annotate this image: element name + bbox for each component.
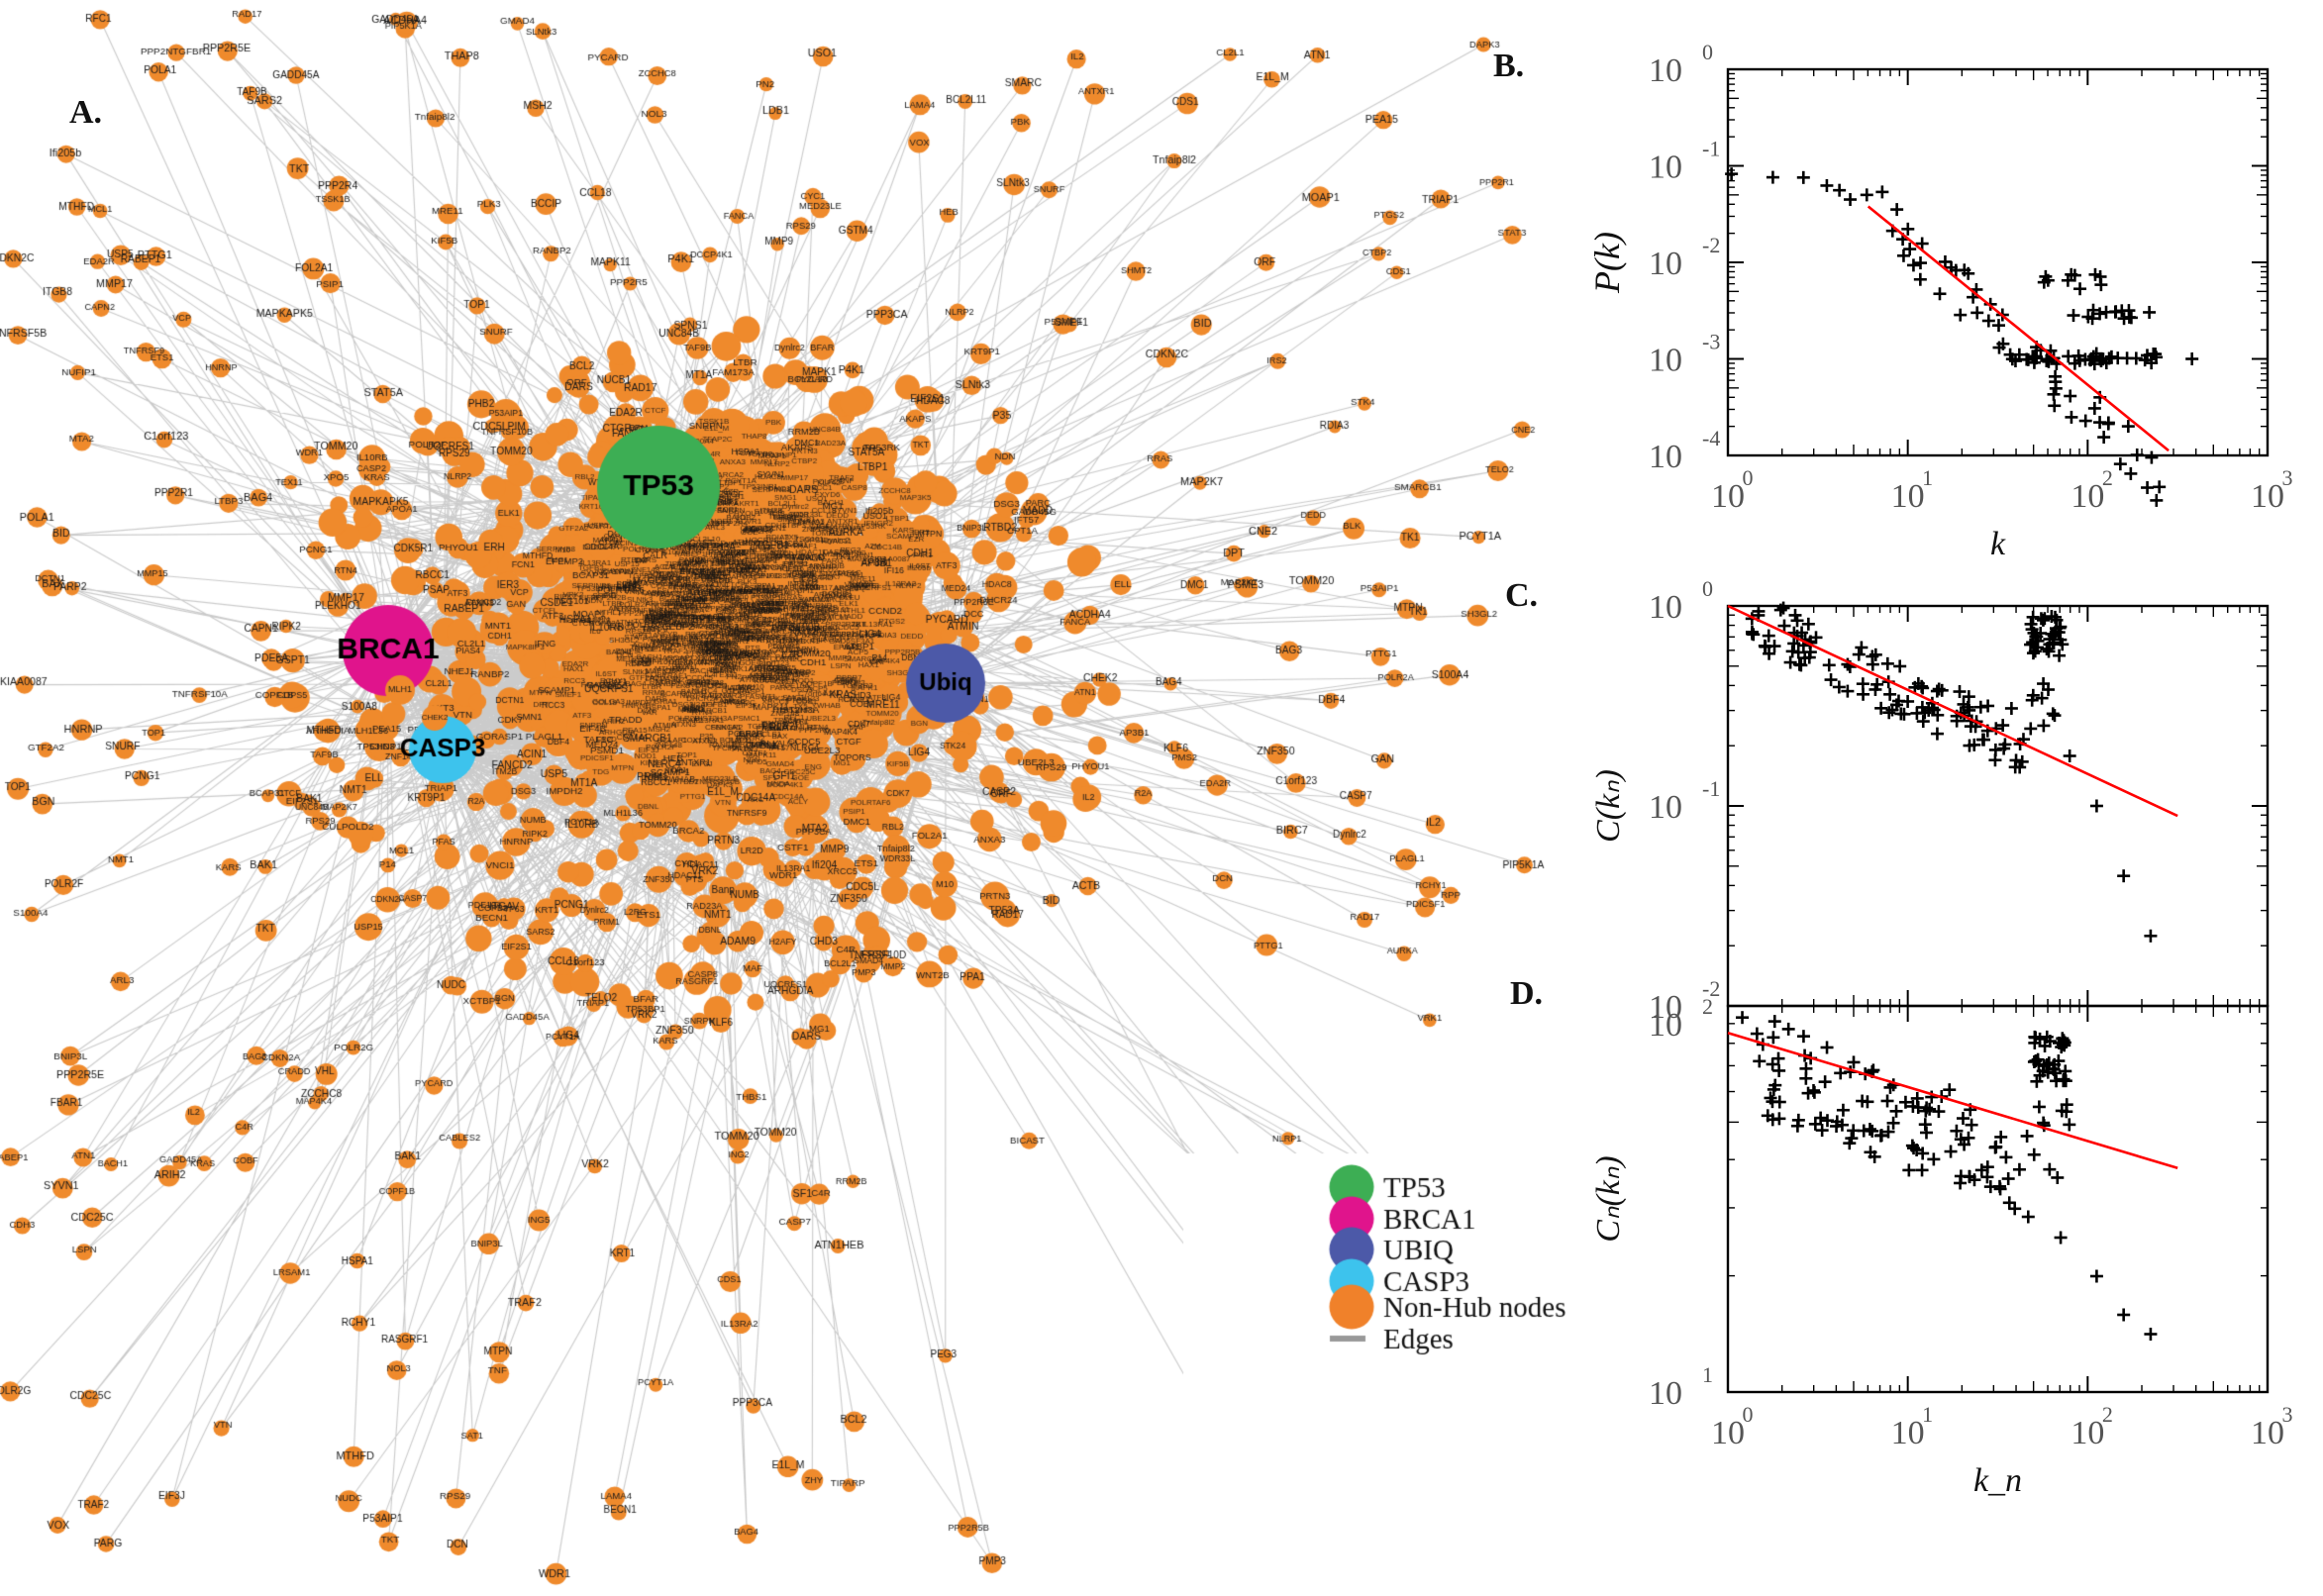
svg-text:1: 1 (1922, 1402, 1933, 1427)
svg-text:10: 10 (1649, 1007, 1682, 1044)
svg-text:10: 10 (1649, 1375, 1682, 1412)
svg-text:1: 1 (1702, 1362, 1713, 1387)
svg-text:k_n: k_n (1973, 1462, 2022, 1499)
svg-text:2: 2 (2102, 1402, 2113, 1427)
svg-text:10: 10 (2251, 1415, 2284, 1451)
svg-text:10: 10 (1711, 1415, 1745, 1451)
svg-text:2: 2 (1702, 994, 1713, 1019)
svg-text:3: 3 (2282, 1402, 2293, 1427)
svg-text:10: 10 (2070, 1415, 2104, 1451)
svg-text:0: 0 (1743, 1402, 1754, 1427)
svg-text:Cₙ(kₙ): Cₙ(kₙ) (1590, 1155, 1627, 1243)
svg-text:10: 10 (1891, 1415, 1925, 1451)
